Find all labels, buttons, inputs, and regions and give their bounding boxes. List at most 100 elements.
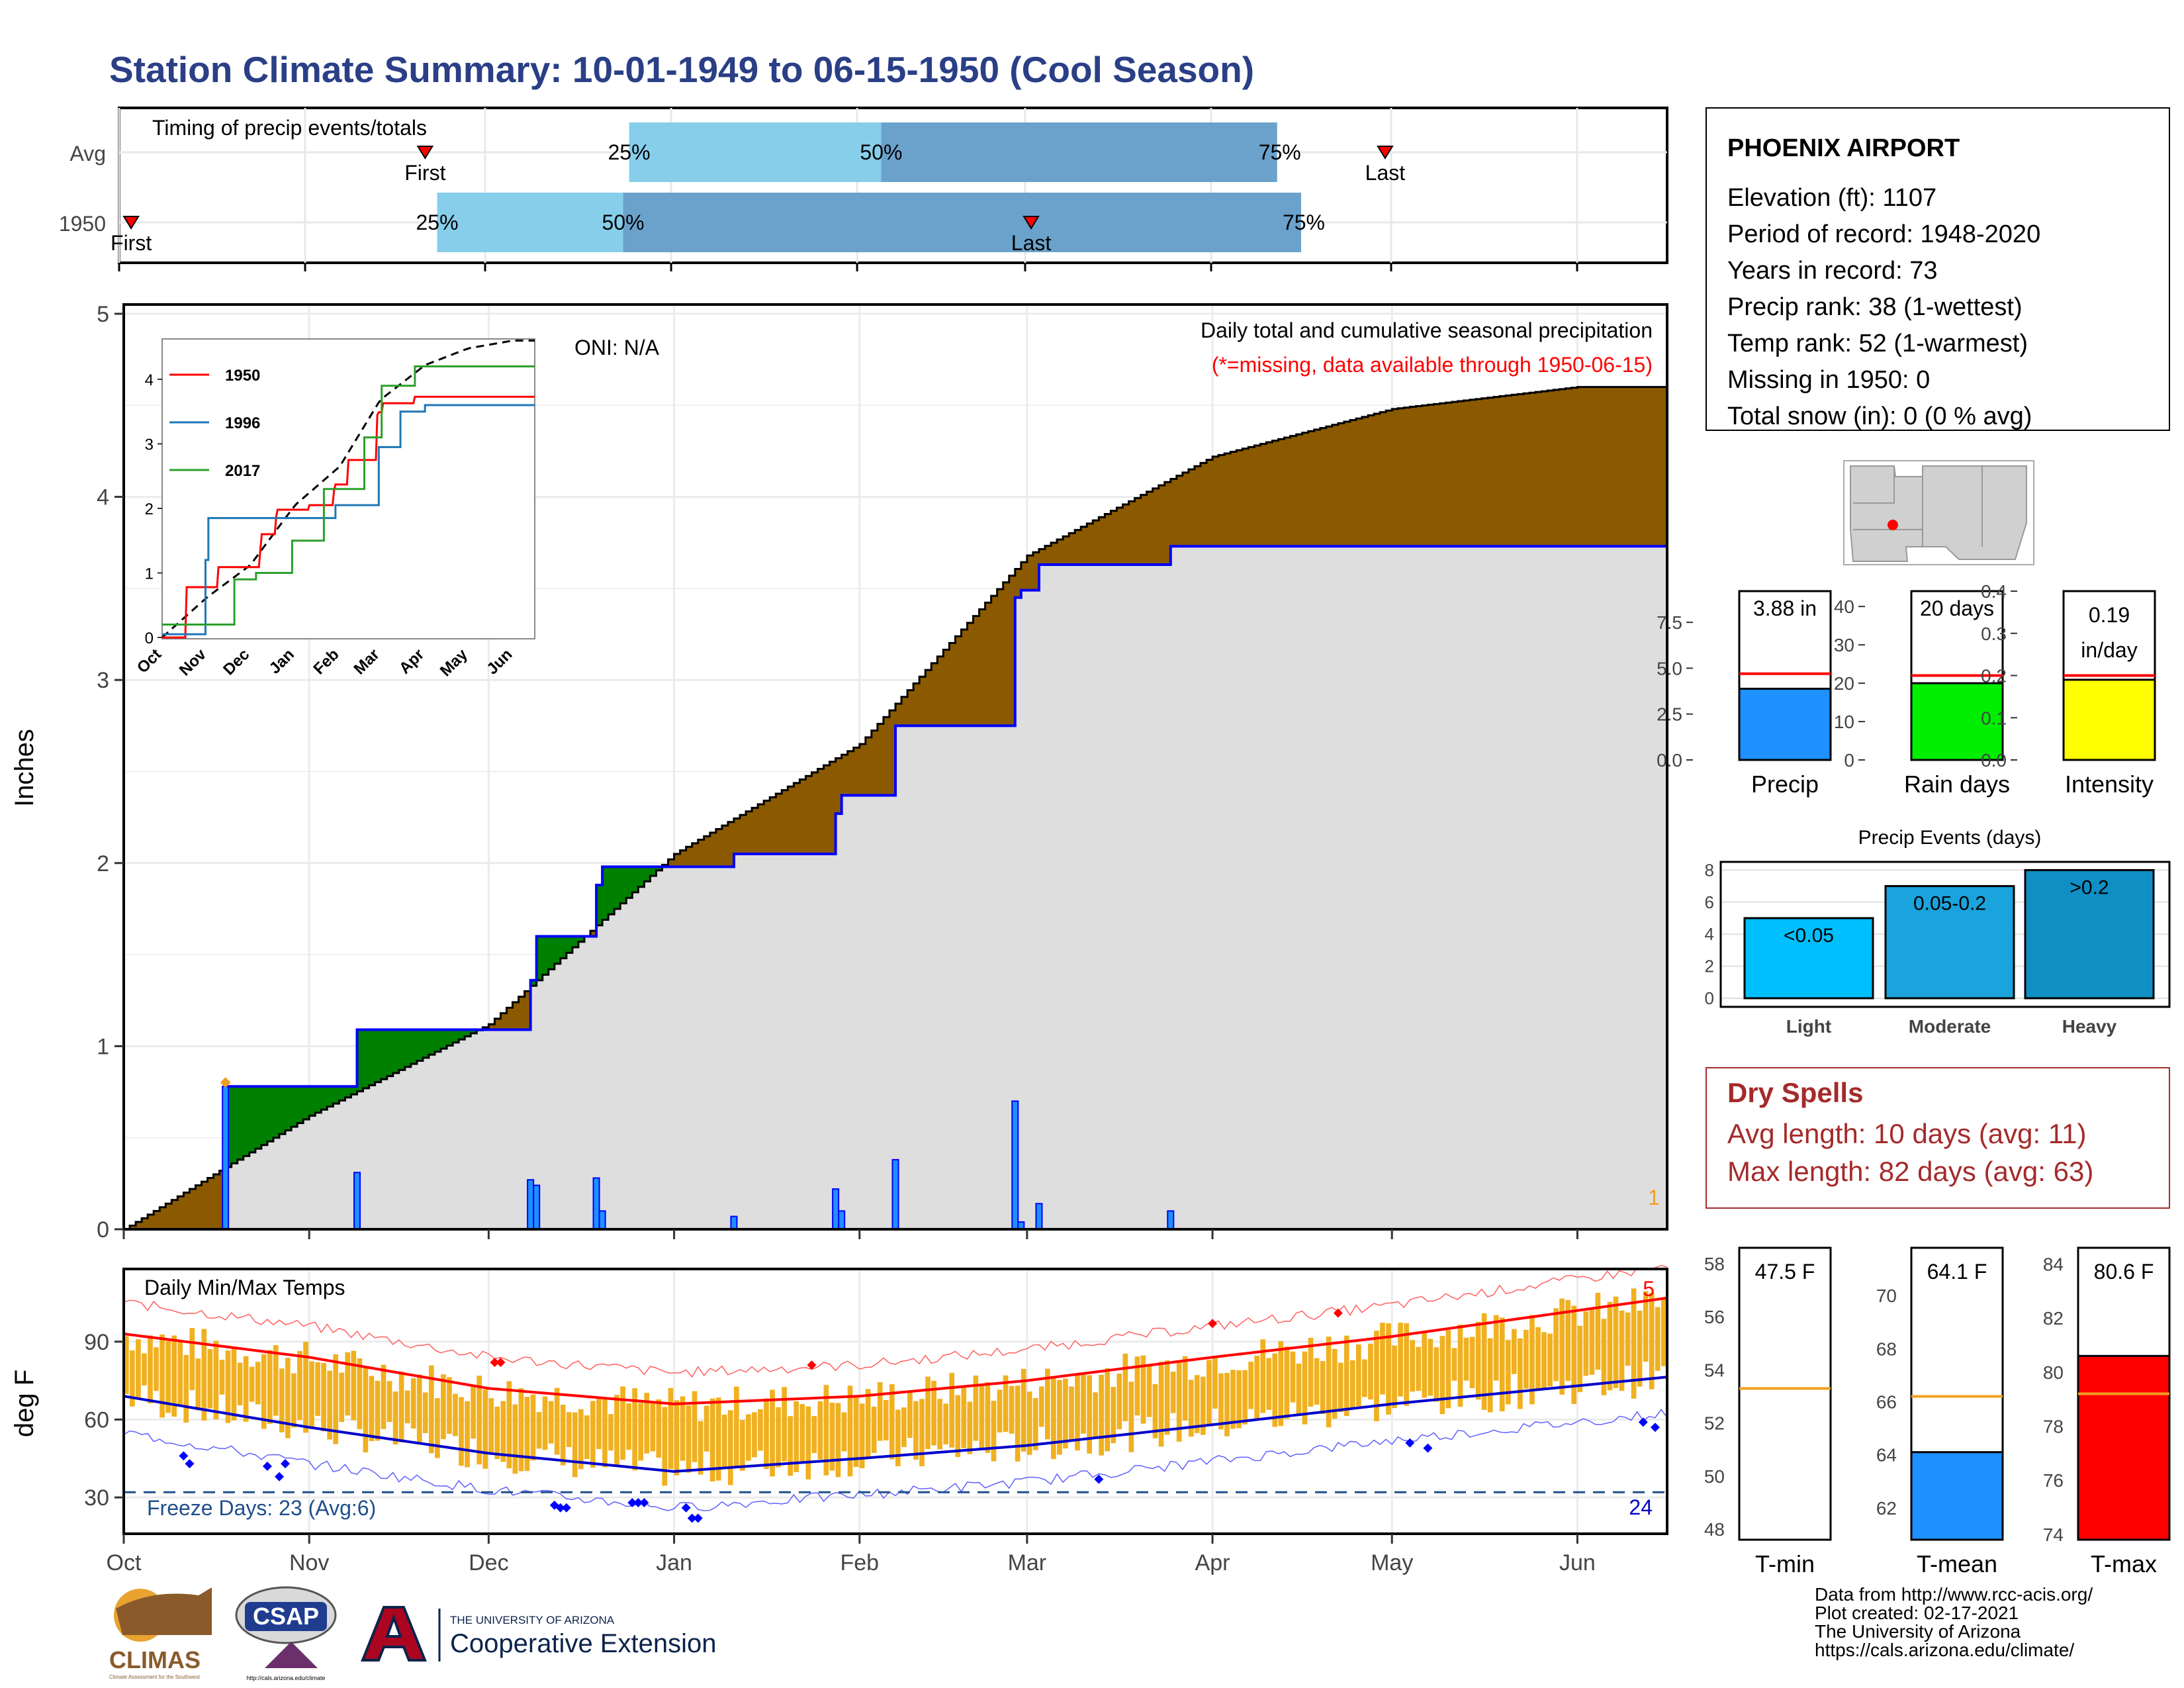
surplus-segment — [333, 1086, 340, 1104]
month-label: Oct — [107, 1550, 142, 1575]
daily-temp-bar — [1398, 1323, 1403, 1397]
summary-bars: 0.0 2.5 5.0 7.5 3.88 in Precip 0 10 20 30 40 20 day… — [1657, 581, 2156, 798]
surplus-segment — [363, 1029, 370, 1089]
daily-temp-bar — [656, 1399, 662, 1458]
corner-count: 1 — [1648, 1186, 1660, 1209]
daily-temp-bar — [327, 1370, 333, 1440]
surplus-segment — [471, 1029, 477, 1034]
daily-temp-bar — [1433, 1347, 1439, 1402]
deficit-segment — [494, 1018, 502, 1030]
daily-temp-bar — [321, 1362, 326, 1432]
precip-ytick-label: 5 — [97, 302, 109, 327]
daily-temp-bar — [709, 1398, 715, 1482]
footer-source: Data from http://www.rcc-acis.org/ — [1815, 1584, 2093, 1605]
temp-summary-label: T-min — [1755, 1550, 1815, 1577]
daily-temp-bar — [255, 1362, 261, 1405]
deficit-segment — [189, 1189, 197, 1229]
daily-temp-bar — [715, 1397, 721, 1481]
deficit-segment — [1272, 440, 1279, 547]
daily-temp-bar — [477, 1376, 482, 1465]
summary-bar — [1738, 687, 1832, 761]
daily-precip-bar — [730, 1215, 738, 1230]
deficit-segment — [937, 656, 944, 726]
csap-url: http://cals.arizona.edu/climate — [246, 1675, 325, 1681]
daily-temp-bar — [955, 1395, 961, 1458]
deficit-segment — [1637, 387, 1644, 547]
daily-temp-bar — [925, 1376, 931, 1450]
missing-note: (*=missing, data available through 1950-… — [1212, 353, 1653, 377]
deficit-segment — [148, 1214, 154, 1229]
deficit-segment — [680, 850, 687, 867]
deficit-segment — [1601, 387, 1608, 547]
daily-temp-bar — [1194, 1375, 1200, 1433]
daily-temp-bar — [949, 1372, 955, 1448]
temp-summary-value: 80.6 F — [2094, 1260, 2154, 1284]
station-temp-rank: Temp rank: 52 (1-warmest) — [1727, 330, 2028, 357]
daily-temp-bar — [183, 1354, 189, 1423]
deficit-segment — [835, 758, 842, 814]
daily-temp-bar — [1063, 1378, 1068, 1449]
deficit-segment — [1481, 398, 1488, 547]
deficit-segment — [207, 1178, 214, 1229]
summary-tick-label: 0.3 — [1981, 624, 2007, 644]
daily-temp-bar — [1128, 1382, 1134, 1452]
deficit-segment — [1296, 434, 1303, 547]
deficit-segment — [1619, 387, 1626, 547]
daily-temp-bar — [979, 1385, 985, 1448]
deficit-segment — [1152, 488, 1160, 565]
precip-ytick-label: 0 — [97, 1217, 109, 1243]
daily-temp-bar — [668, 1387, 674, 1469]
daily-temp-bar — [733, 1386, 739, 1467]
deficit-segment — [1302, 432, 1309, 547]
daily-precip-bar — [222, 1086, 230, 1230]
timing-label: Timing of precip events/totals — [152, 116, 427, 140]
temp-title: Daily Min/Max Temps — [144, 1276, 345, 1299]
daily-temp-bar — [1416, 1346, 1422, 1391]
summary-tick-label: 2.5 — [1657, 704, 1682, 725]
deficit-segment — [1212, 456, 1219, 547]
daily-temp-bar — [453, 1393, 458, 1436]
daily-temp-bar — [853, 1397, 859, 1468]
temp-series — [122, 1264, 1668, 1534]
surplus-segment — [279, 1086, 286, 1135]
daily-temp-bar — [596, 1397, 602, 1450]
deficit-segment — [1158, 485, 1165, 565]
deficit-segment — [847, 751, 854, 796]
daily-temp-bar — [770, 1389, 775, 1477]
deficit-segment — [1541, 391, 1548, 547]
deficit-segment — [1075, 530, 1081, 565]
deficit-segment — [1057, 539, 1064, 565]
daily-temp-bar — [1152, 1383, 1158, 1438]
precip-panel: 0 1 2 3 4 5 Inches ONI: N/A Daily total and c… — [10, 302, 1668, 1243]
daily-temp-bar — [698, 1421, 704, 1475]
timing-bar-upper — [881, 122, 1277, 182]
surplus-segment — [416, 1029, 424, 1061]
surplus-segment — [243, 1086, 250, 1156]
daily-temp-bar — [1314, 1358, 1320, 1405]
precip-note: Daily total and cumulative seasonal prec… — [1201, 318, 1653, 342]
daily-precip-bar — [1167, 1210, 1175, 1230]
surplus-segment — [410, 1029, 418, 1064]
daily-temp-bar — [1122, 1353, 1128, 1421]
deficit-segment — [1343, 422, 1351, 547]
events-tick-label: 4 — [1705, 924, 1714, 944]
daily-temp-bar — [1272, 1353, 1278, 1427]
daily-temp-bar — [392, 1391, 398, 1445]
csap-mountain-icon — [265, 1642, 318, 1668]
surplus-segment — [542, 936, 549, 975]
daily-temp-bar — [465, 1401, 470, 1468]
deficit-segment — [195, 1185, 203, 1229]
daily-temp-bar — [1278, 1341, 1284, 1427]
daily-temp-bar — [776, 1407, 781, 1468]
timing-p75-label: 75% — [1283, 211, 1325, 234]
surplus-segment — [459, 1029, 465, 1040]
station-period: Period of record: 1948-2020 — [1727, 220, 2040, 248]
daily-temp-bar — [124, 1336, 129, 1394]
deficit-segment — [805, 776, 813, 854]
record-low-marker — [1405, 1438, 1415, 1448]
deficit-segment — [686, 847, 693, 867]
summary-tick-label: 0.4 — [1981, 581, 2007, 602]
surplus-segment — [327, 1086, 334, 1107]
deficit-segment — [1499, 396, 1506, 547]
